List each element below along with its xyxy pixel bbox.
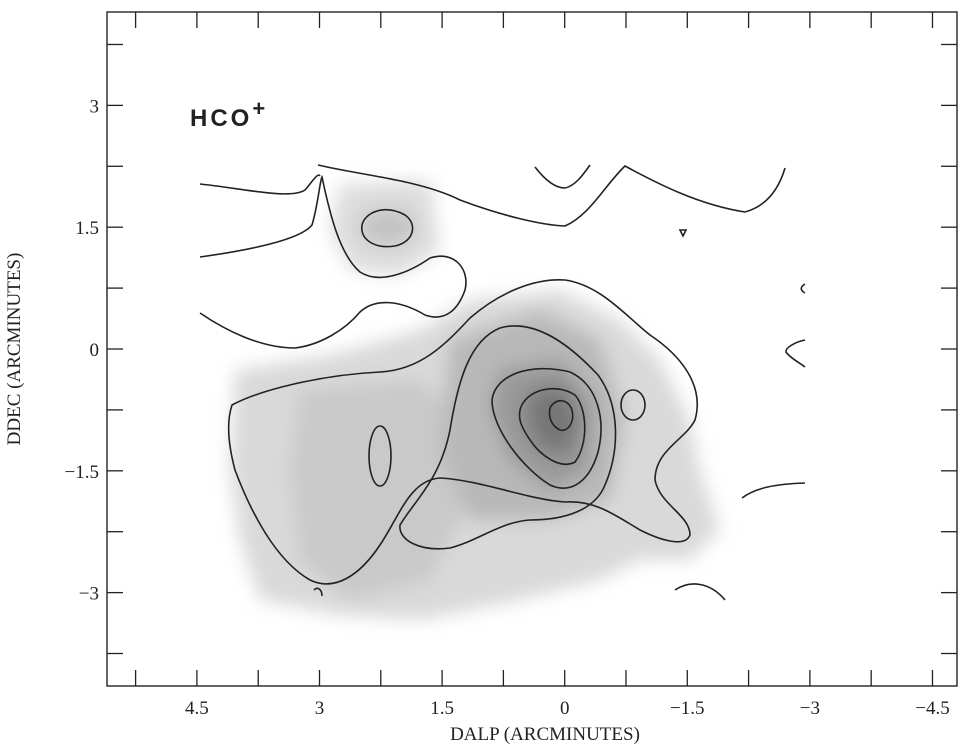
y-tick-label: −1.5 (65, 462, 99, 483)
page: {"chart_data": { "type": "contour", "ann… (0, 0, 958, 746)
annotation: HCO+ (190, 96, 268, 132)
x-axis-label: DALP (ARCMINUTES) (450, 724, 640, 745)
x-tick-label: −3 (800, 698, 820, 719)
x-tick-label: 3 (315, 698, 325, 719)
contour (680, 230, 686, 236)
y-tick-label: 1.5 (75, 218, 99, 239)
x-tick-label: 4.5 (185, 698, 209, 719)
x-tick-label: −1.5 (670, 698, 704, 719)
y-tick-label: −3 (79, 584, 99, 605)
annotation-text: HCO (190, 105, 252, 132)
chart: HCO+ DALP (ARCMINUTES) DDEC (ARCMINUTES)… (0, 0, 958, 746)
y-tick-label: 0 (90, 340, 100, 361)
contour (786, 340, 805, 367)
annotation-sup: + (252, 96, 268, 121)
intensity-map (230, 180, 720, 620)
y-axis-label: DDEC (ARCMINUTES) (4, 253, 25, 446)
contour (200, 175, 320, 194)
contour (801, 284, 805, 293)
contour (535, 165, 590, 188)
x-tick-label: 0 (560, 698, 570, 719)
y-tick-label: 3 (90, 96, 100, 117)
x-tick-label: −4.5 (915, 698, 949, 719)
contour (742, 483, 805, 498)
contour (675, 584, 725, 600)
x-tick-label: 1.5 (430, 698, 454, 719)
